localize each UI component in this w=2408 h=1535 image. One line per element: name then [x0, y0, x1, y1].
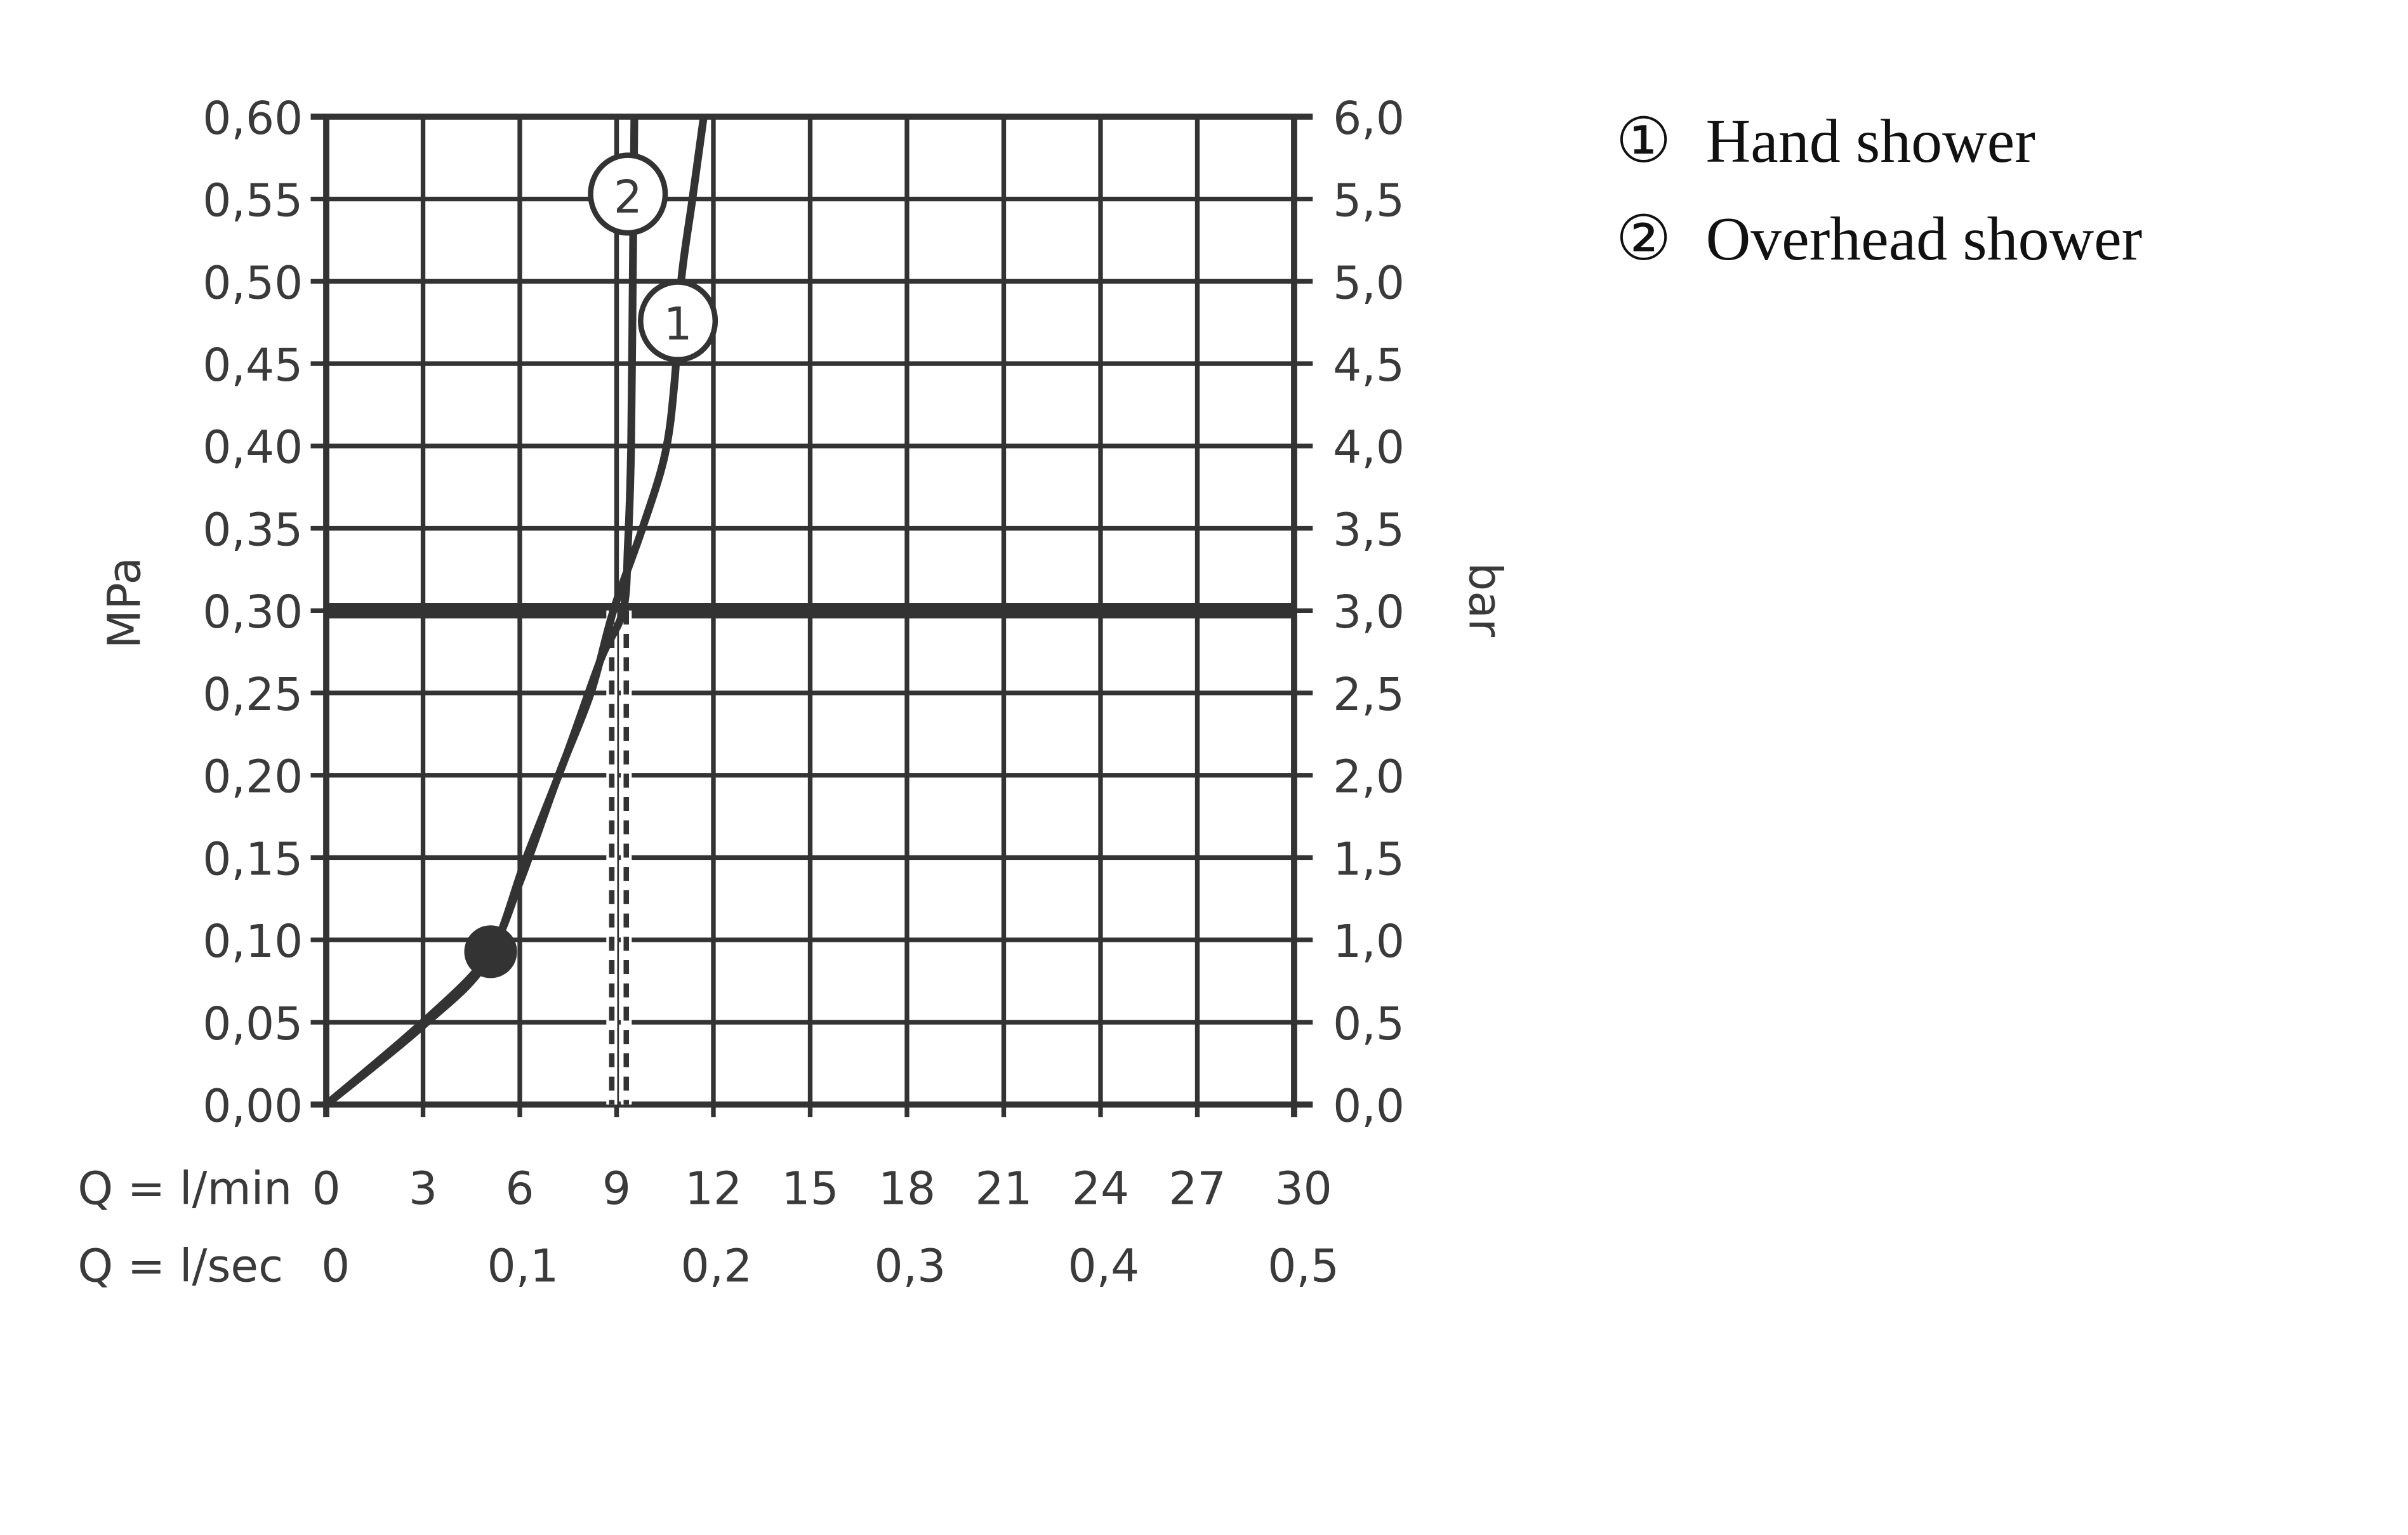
x-tick-label-lmin: 21: [975, 1162, 1032, 1215]
operating-point-dot: [464, 925, 517, 978]
y-tick-label-mpa: 0,50: [202, 256, 303, 309]
x-tick-label-lmin: 18: [878, 1162, 936, 1215]
y-tick-label-bar: 2,5: [1333, 668, 1405, 721]
y-tick-label-mpa: 0,55: [202, 175, 303, 227]
y-tick-label-mpa: 0,35: [202, 503, 303, 556]
x-tick-label-lmin: 3: [409, 1162, 437, 1215]
x-tick-label-lsec: 0,2: [680, 1240, 752, 1293]
y-tick-label-bar: 1,5: [1333, 833, 1405, 885]
x-tick-label-lsec: 0,1: [487, 1240, 559, 1293]
series-label-1: 1: [664, 298, 692, 350]
y-tick-label-mpa: 0,15: [202, 833, 303, 885]
x-axis-label-lmin: Q = l/min: [77, 1162, 292, 1215]
legend-symbol-1: ①: [1616, 107, 1672, 176]
series-label-2: 2: [614, 171, 642, 223]
x-tick-label-lmin: 12: [685, 1162, 742, 1215]
x-tick-label-lsec: 0,4: [1068, 1240, 1139, 1293]
y-tick-label-bar: 1,0: [1333, 915, 1405, 968]
x-tick-label-lmin: 9: [602, 1162, 631, 1215]
y-tick-label-mpa: 0,60: [202, 92, 303, 145]
y-tick-label-bar: 2,0: [1333, 751, 1405, 803]
x-tick-label-lmin: 6: [505, 1162, 534, 1215]
y-tick-label-bar: 6,0: [1333, 92, 1405, 145]
y-tick-label-bar: 3,5: [1333, 503, 1405, 556]
curve-overhead-shower: [324, 116, 638, 1108]
y-tick-label-bar: 0,5: [1333, 998, 1405, 1050]
y-tick-label-mpa: 0,40: [202, 421, 303, 474]
y-axis-label-left: MPa: [98, 557, 150, 649]
legend-label-hand-shower: Hand shower: [1706, 107, 2035, 176]
legend: ① Hand shower ② Overhead shower: [1616, 107, 2143, 273]
x-tick-label-lsec: 0,5: [1267, 1240, 1339, 1293]
x-axis-label-lsec: Q = l/sec: [77, 1240, 283, 1293]
x-tick-label-lmin: 27: [1168, 1162, 1226, 1215]
y-tick-label-mpa: 0,00: [202, 1080, 303, 1133]
series-label-circle: [588, 152, 668, 236]
y-tick-label-mpa: 0,10: [202, 915, 303, 968]
series-label-circle: [638, 279, 718, 363]
y-tick-label-bar: 4,0: [1333, 421, 1405, 474]
x-tick-label-lsec: 0,3: [874, 1240, 946, 1293]
legend-symbol-2: ②: [1616, 205, 1672, 273]
marks: 12: [324, 116, 1294, 1108]
y-tick-label-bar: 0,0: [1333, 1080, 1405, 1133]
x-tick-label-lmin: 0: [312, 1162, 340, 1215]
y-tick-label-mpa: 0,25: [202, 668, 303, 721]
x-tick-label-lmin: 15: [781, 1162, 838, 1215]
y-tick-label-bar: 5,0: [1333, 256, 1405, 309]
y-tick-label-mpa: 0,45: [202, 339, 303, 392]
y-tick-label-mpa: 0,05: [202, 998, 303, 1050]
y-tick-label-bar: 3,0: [1333, 586, 1405, 638]
y-tick-label-bar: 5,5: [1333, 175, 1405, 227]
x-tick-label-lmin: 24: [1072, 1162, 1129, 1215]
legend-label-overhead-shower: Overhead shower: [1706, 205, 2143, 273]
x-tick-label-lsec: 0: [321, 1240, 350, 1293]
y-axis-label-right: bar: [1459, 562, 1512, 638]
y-tick-label-bar: 4,5: [1333, 339, 1405, 392]
y-tick-label-mpa: 0,30: [202, 586, 303, 638]
tick-labels: 0 3 6 9 12 15 18 21 24 27 300 0,1 0,2 0,3 0,4 0,50,00 0,…: [202, 92, 1405, 1293]
y-tick-label-mpa: 0,20: [202, 751, 303, 803]
x-tick-label-lmin: 30: [1274, 1162, 1332, 1215]
